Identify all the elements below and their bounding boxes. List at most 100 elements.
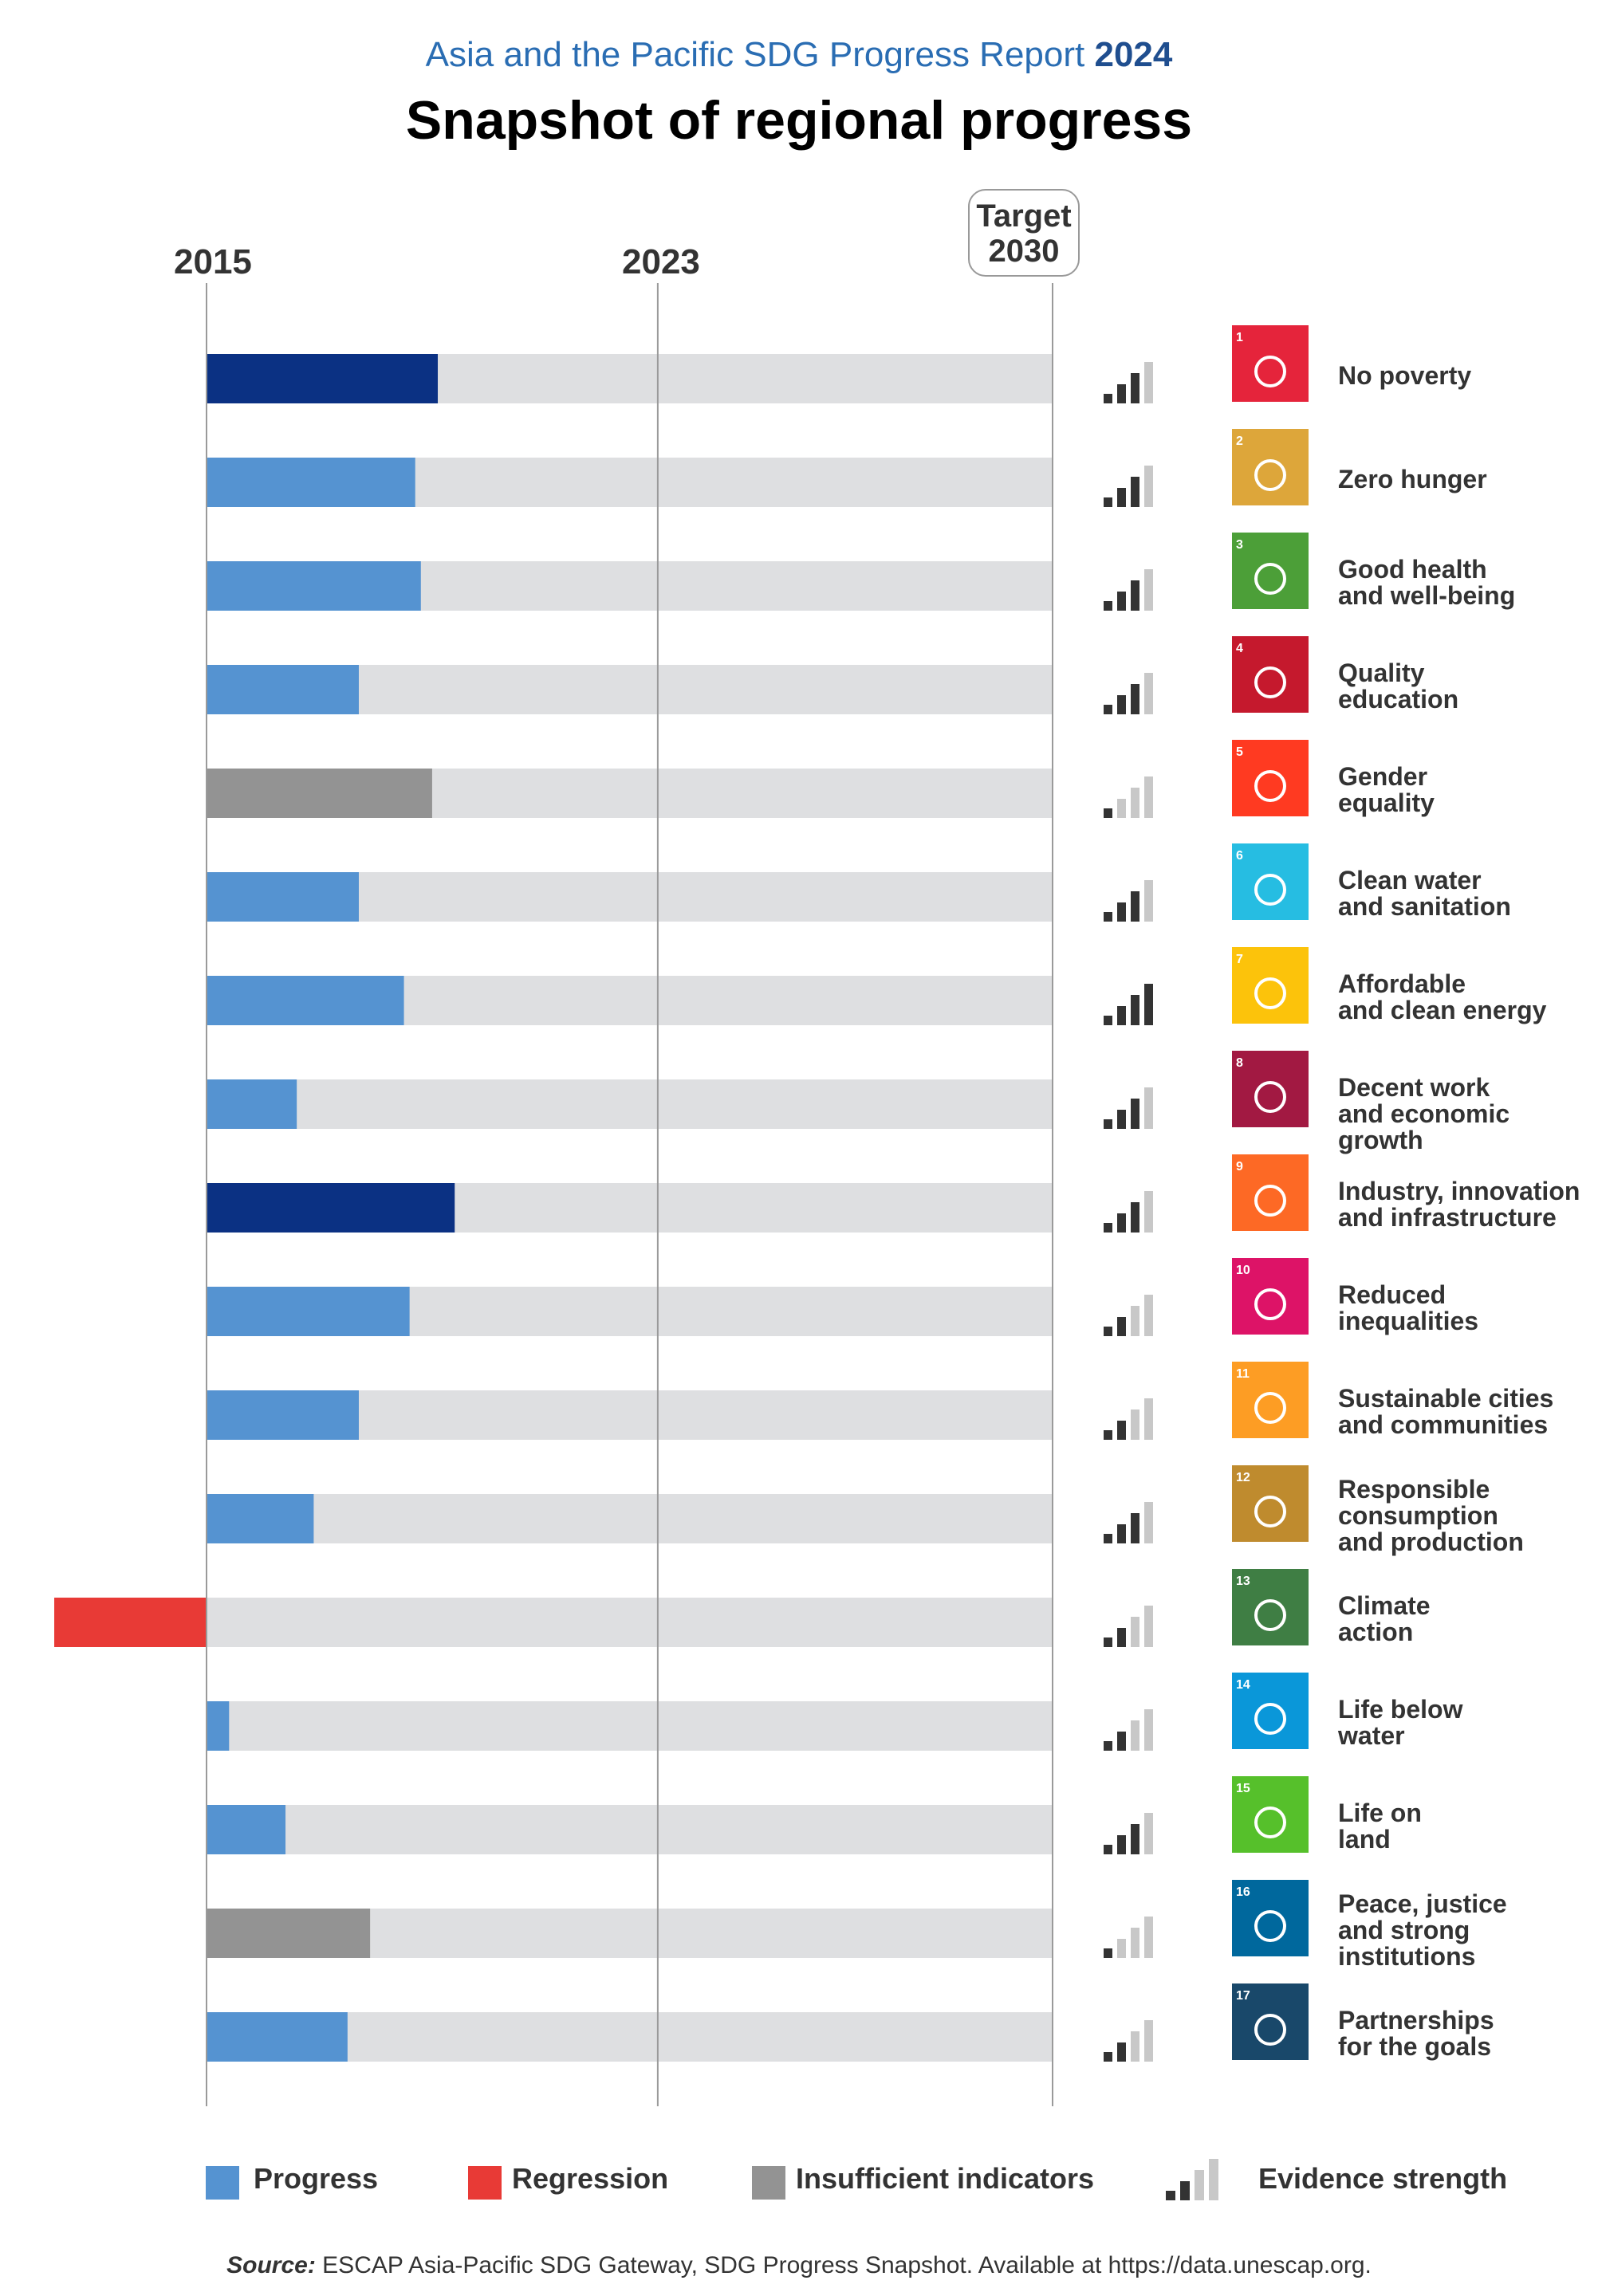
bar-goal-13 [54,1598,207,1647]
sdg-icon-glyph [1254,356,1286,387]
evidence-bar [1117,592,1126,611]
legend-evidence-icon [1166,2159,1218,2200]
goal-label-line: inequalities [1338,1307,1479,1335]
goal-label-6: Clean water and sanitation [1338,867,1511,920]
evidence-bar [1144,1709,1153,1751]
evidence-bar [1144,1606,1153,1647]
evidence-bar [1131,1824,1139,1854]
evidence-bar [1104,1016,1112,1025]
evidence-bar [1104,2052,1112,2062]
goal-label-11: Sustainable cities and communities [1338,1386,1553,1438]
goal-label-4: Quality education [1338,660,1458,713]
goal-label-line: and well-being [1338,581,1516,610]
sdg-13-eye-globe-icon [1232,1569,1309,1645]
sdg-9-cubes-icon [1232,1154,1309,1231]
sdg-15-tree-icon [1232,1776,1309,1853]
evidence-bar [1104,1741,1112,1751]
axis-label-2015: 2015 [174,242,252,281]
sdg-icon-number: 5 [1236,745,1243,759]
bar-goal-17 [207,2012,348,2062]
evidence-bar [1117,2042,1126,2062]
sdg-icon-glyph [1254,1496,1286,1527]
bar-track [207,2012,1053,2062]
goal-label-14: Life below water [1338,1696,1462,1749]
target-2030-box: Target 2030 [968,189,1080,277]
goal-label-line: Gender [1338,762,1428,791]
evidence-bar [1131,1306,1139,1336]
goal-label-line: Reduced [1338,1280,1446,1309]
evidence-bar [1144,880,1153,922]
sdg-icon-number: 8 [1236,1056,1243,1070]
sdg-5-gender-icon [1232,740,1309,816]
goal-label-line: Clean water [1338,866,1482,894]
goal-label-line: and economic growth [1338,1099,1510,1154]
sdg-17-flower-icon [1232,1983,1309,2060]
bar-goal-4 [207,665,359,714]
legend-insufficient-label: Insufficient indicators [796,2162,1095,2195]
goal-label-9: Industry, innovation and infrastructure [1338,1178,1580,1231]
goal-label-line: Partnerships [1338,2006,1494,2035]
source-text: ESCAP Asia-Pacific SDG Gateway, SDG Prog… [322,2252,1372,2278]
goal-label-line: equality [1338,788,1435,817]
evidence-bar [1104,1327,1112,1336]
bar-goal-11 [207,1390,359,1440]
evidence-bar [1131,1513,1139,1543]
goal-label-line: and clean energy [1338,996,1547,1024]
evidence-bar [1104,912,1112,922]
evidence-bar [1131,1720,1139,1751]
goal-label-line: and strong [1338,1915,1470,1944]
evidence-bar [1131,580,1139,611]
bar-goal-10 [207,1287,410,1336]
bar-goal-12 [207,1494,314,1543]
evidence-bar [1117,799,1126,818]
goal-label-1: No poverty [1338,360,1472,390]
evidence-bar [1117,695,1126,714]
evidence-bar [1117,1732,1126,1751]
legend-insufficient-swatch [752,2166,785,2200]
goal-label-10: Reduced inequalities [1338,1282,1478,1335]
goal-label-line: action [1338,1618,1414,1646]
goal-label-13: Climate action [1338,1593,1431,1645]
sdg-10-equality-icon [1232,1258,1309,1335]
sdg-icon-number: 6 [1236,849,1243,863]
bar-goal-16 [207,1909,371,1958]
bar-track [207,1805,1053,1854]
goal-label-3: Good health and well-being [1338,556,1515,609]
sdg-icon-number: 11 [1236,1367,1250,1381]
evidence-bar [1104,1430,1112,1440]
evidence-bar [1117,1110,1126,1129]
sdg-icon-number: 12 [1236,1471,1250,1484]
target-year: 2030 [988,234,1060,269]
goal-label-line: and infrastructure [1338,1203,1557,1232]
report-subtitle: Asia and the Pacific SDG Progress Report… [0,35,1598,75]
sdg-12-infinity-icon [1232,1465,1309,1542]
bar-track [207,1079,1053,1129]
goal-label-line: No poverty [1338,360,1472,390]
evidence-bar [1131,1409,1139,1440]
evidence-bar [1117,1939,1126,1958]
goal-label-7: Affordable and clean energy [1338,971,1546,1024]
evidence-bar [1104,601,1112,611]
bar-goal-3 [207,561,421,611]
goal-label-16: Peace, justice and strong institutions [1338,1890,1507,1970]
goal-label-line: land [1338,1825,1391,1854]
target-label: Target [976,199,1072,234]
evidence-bar [1104,808,1112,818]
bar-track [207,1494,1053,1543]
sdg-icon-number: 10 [1236,1264,1250,1277]
bar-goal-14 [207,1701,230,1751]
goal-label-line: Life below [1338,1695,1463,1724]
evidence-bar [1104,1948,1112,1958]
sdg-2-bowl-icon [1232,429,1309,505]
evidence-bar [1144,1917,1153,1958]
sdg-icon-glyph [1254,1288,1286,1320]
source-note: Source: ESCAP Asia-Pacific SDG Gateway, … [0,2252,1598,2279]
evidence-bar [1131,1099,1139,1129]
sdg-icon-number: 14 [1236,1678,1250,1692]
evidence-bar [1117,1317,1126,1336]
goal-label-line: Sustainable cities [1338,1384,1554,1413]
chart-title: Snapshot of regional progress [405,90,1193,151]
sdg-4-book-icon [1232,636,1309,713]
goal-label-line: Climate [1338,1591,1431,1620]
